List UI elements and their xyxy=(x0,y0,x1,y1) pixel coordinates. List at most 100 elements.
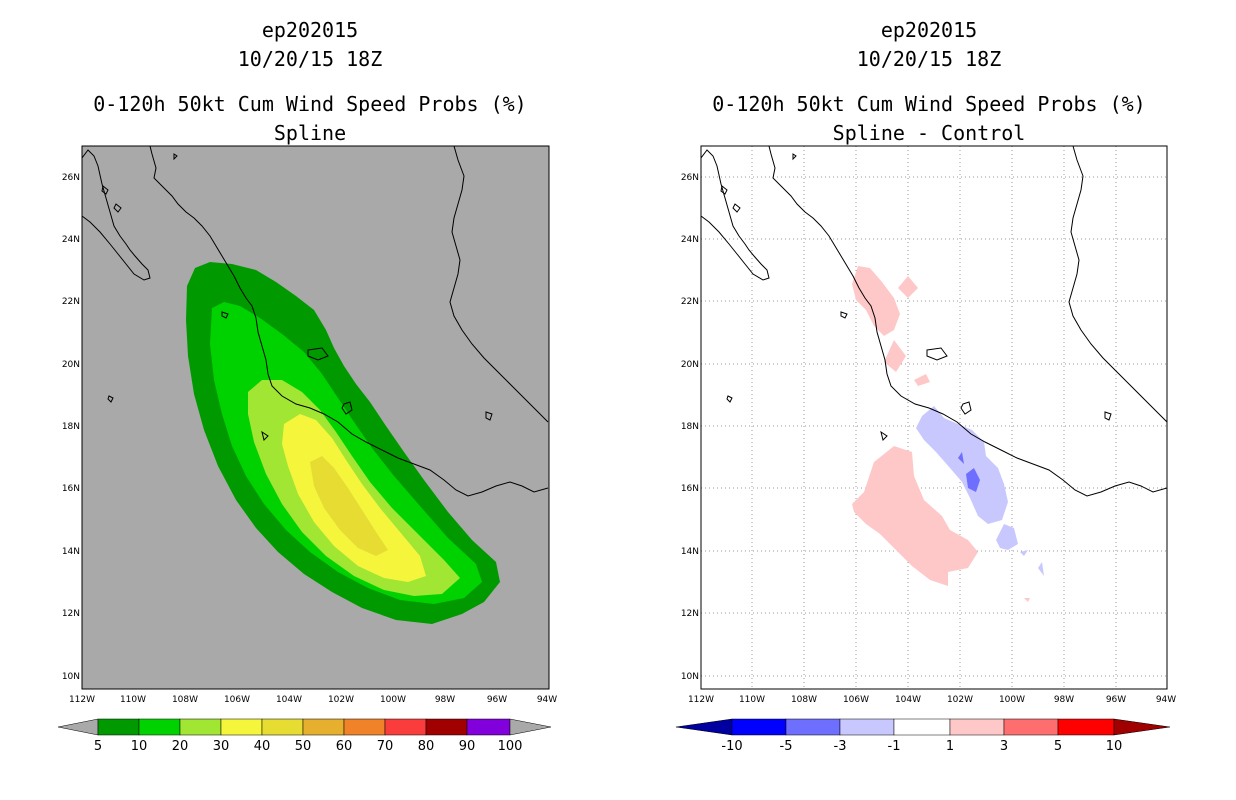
diff-positive-3 xyxy=(884,340,906,372)
diff-negative-strong-2 xyxy=(958,452,964,464)
left-lon-label: 100W xyxy=(380,695,406,705)
left-datetime: 10/20/15 18Z xyxy=(237,47,383,71)
right-panel-title: ep202015 10/20/15 18Z 0-120h 50kt Cum Wi… xyxy=(649,16,1209,148)
diff-negative-4 xyxy=(1038,562,1044,576)
right-lon-axis: 112W 110W 108W 106W 104W 102W 100W 98W 9… xyxy=(688,695,1176,705)
left-lat-label: 10N xyxy=(62,672,80,682)
right-lon-label: 100W xyxy=(999,695,1025,705)
left-lat-label: 26N xyxy=(62,173,80,183)
right-lon-label: 94W xyxy=(1156,695,1176,705)
left-lon-label: 110W xyxy=(120,695,146,705)
left-storm-id: ep202015 xyxy=(261,18,359,42)
right-colorbar-label: 5 xyxy=(1054,739,1062,754)
right-colorbar-swatch xyxy=(731,718,787,736)
left-lat-label: 16N xyxy=(62,484,80,494)
right-lon-label: 104W xyxy=(895,695,921,705)
left-colorbar-high-arrow xyxy=(509,718,552,736)
right-datetime: 10/20/15 18Z xyxy=(856,47,1002,71)
left-probability-contours xyxy=(82,146,549,624)
right-lon-label: 96W xyxy=(1106,695,1126,705)
diff-positive-6 xyxy=(1024,598,1030,602)
diff-negative-2 xyxy=(996,524,1018,550)
right-colorbar-label: -10 xyxy=(721,739,742,754)
right-lon-label: 106W xyxy=(843,695,869,705)
diff-positive-4 xyxy=(914,374,930,386)
right-lon-label: 98W xyxy=(1054,695,1074,705)
right-lat-axis: 26N 24N 22N 20N 18N 16N 14N 12N 10N xyxy=(681,173,699,682)
diff-positive-1 xyxy=(852,266,900,336)
right-map: 26N 24N 22N 20N 18N 16N 14N 12N 10N 112W… xyxy=(681,145,1176,705)
left-lat-label: 12N xyxy=(62,609,80,619)
diff-negative-1 xyxy=(916,406,1008,524)
right-colorbar-label: -1 xyxy=(888,739,901,754)
left-lat-label: 18N xyxy=(62,422,80,432)
left-lon-label: 112W xyxy=(69,695,95,705)
right-colorbar-swatch xyxy=(949,718,1005,736)
left-colorbar-swatch xyxy=(138,718,181,736)
left-colorbar-label: 10 xyxy=(131,739,148,754)
diff-negative-strong-1 xyxy=(966,468,980,492)
left-lon-label: 96W xyxy=(487,695,507,705)
left-colorbar-swatch xyxy=(302,718,345,736)
right-lon-label: 112W xyxy=(688,695,714,705)
left-colorbar-low-arrow xyxy=(57,718,99,736)
right-lon-label: 108W xyxy=(791,695,817,705)
right-colorbar-label: -3 xyxy=(834,739,847,754)
left-lon-label: 94W xyxy=(537,695,557,705)
right-lat-label: 18N xyxy=(681,422,699,432)
left-lon-label: 108W xyxy=(172,695,198,705)
diff-negative-3 xyxy=(1020,550,1028,556)
right-lon-label: 110W xyxy=(739,695,765,705)
right-colorbar-label: -5 xyxy=(780,739,793,754)
left-colorbar-label: 60 xyxy=(336,739,353,754)
right-subtitle: Spline - Control xyxy=(832,121,1026,145)
right-map-frame xyxy=(700,145,1168,690)
right-colorbar-swatch xyxy=(1057,718,1115,736)
left-colorbar-swatch xyxy=(425,718,468,736)
right-colorbar-label: 3 xyxy=(1000,739,1008,754)
left-product: 0-120h 50kt Cum Wind Speed Probs (%) xyxy=(93,92,527,116)
right-lat-label: 14N xyxy=(681,547,699,557)
right-lat-label: 22N xyxy=(681,297,699,307)
right-lat-label: 24N xyxy=(681,235,699,245)
right-lat-label: 20N xyxy=(681,360,699,370)
left-colorbar-label: 5 xyxy=(94,739,102,754)
left-colorbar-label: 100 xyxy=(498,739,523,754)
left-colorbar-swatch xyxy=(97,718,140,736)
right-colorbar-label: 1 xyxy=(946,739,954,754)
left-colorbar-swatch xyxy=(220,718,263,736)
diff-positive-2 xyxy=(898,276,918,298)
left-lat-label: 24N xyxy=(62,235,80,245)
left-lat-label: 22N xyxy=(62,297,80,307)
left-colorbar-swatch xyxy=(179,718,222,736)
right-product: 0-120h 50kt Cum Wind Speed Probs (%) xyxy=(712,92,1146,116)
left-colorbar-label: 40 xyxy=(254,739,271,754)
right-colorbar-swatch xyxy=(1003,718,1059,736)
right-colorbar-high-arrow xyxy=(1113,718,1171,736)
left-lat-axis: 26N 24N 22N 20N 18N 16N 14N 12N 10N xyxy=(62,173,80,682)
right-lat-label: 16N xyxy=(681,484,699,494)
right-lon-label: 102W xyxy=(947,695,973,705)
left-lon-label: 98W xyxy=(435,695,455,705)
right-colorbar-swatch xyxy=(785,718,841,736)
right-colorbar-swatch xyxy=(839,718,895,736)
right-colorbar-low-arrow xyxy=(675,718,733,736)
left-lat-label: 14N xyxy=(62,547,80,557)
left-map: 26N 24N 22N 20N 18N 16N 14N 12N 10N 112W… xyxy=(62,145,557,705)
left-colorbar-label: 50 xyxy=(295,739,312,754)
left-colorbar-swatch xyxy=(343,718,386,736)
left-lon-axis: 112W 110W 108W 106W 104W 102W 100W 98W 9… xyxy=(69,695,557,705)
left-colorbar-label: 30 xyxy=(213,739,230,754)
left-lat-label: 20N xyxy=(62,360,80,370)
left-colorbar-swatch xyxy=(261,718,304,736)
right-colorbar: -10 -5 -3 -1 1 3 5 10 xyxy=(675,718,1171,754)
right-colorbar-label: 10 xyxy=(1106,739,1123,754)
right-colorbar-swatch xyxy=(893,718,951,736)
contour-40 xyxy=(310,456,388,556)
left-panel-title: ep202015 10/20/15 18Z 0-120h 50kt Cum Wi… xyxy=(30,16,590,148)
left-colorbar-swatch xyxy=(384,718,427,736)
left-subtitle: Spline xyxy=(273,121,347,145)
left-lon-label: 106W xyxy=(224,695,250,705)
left-colorbar-label: 80 xyxy=(418,739,435,754)
left-colorbar-label: 70 xyxy=(377,739,394,754)
